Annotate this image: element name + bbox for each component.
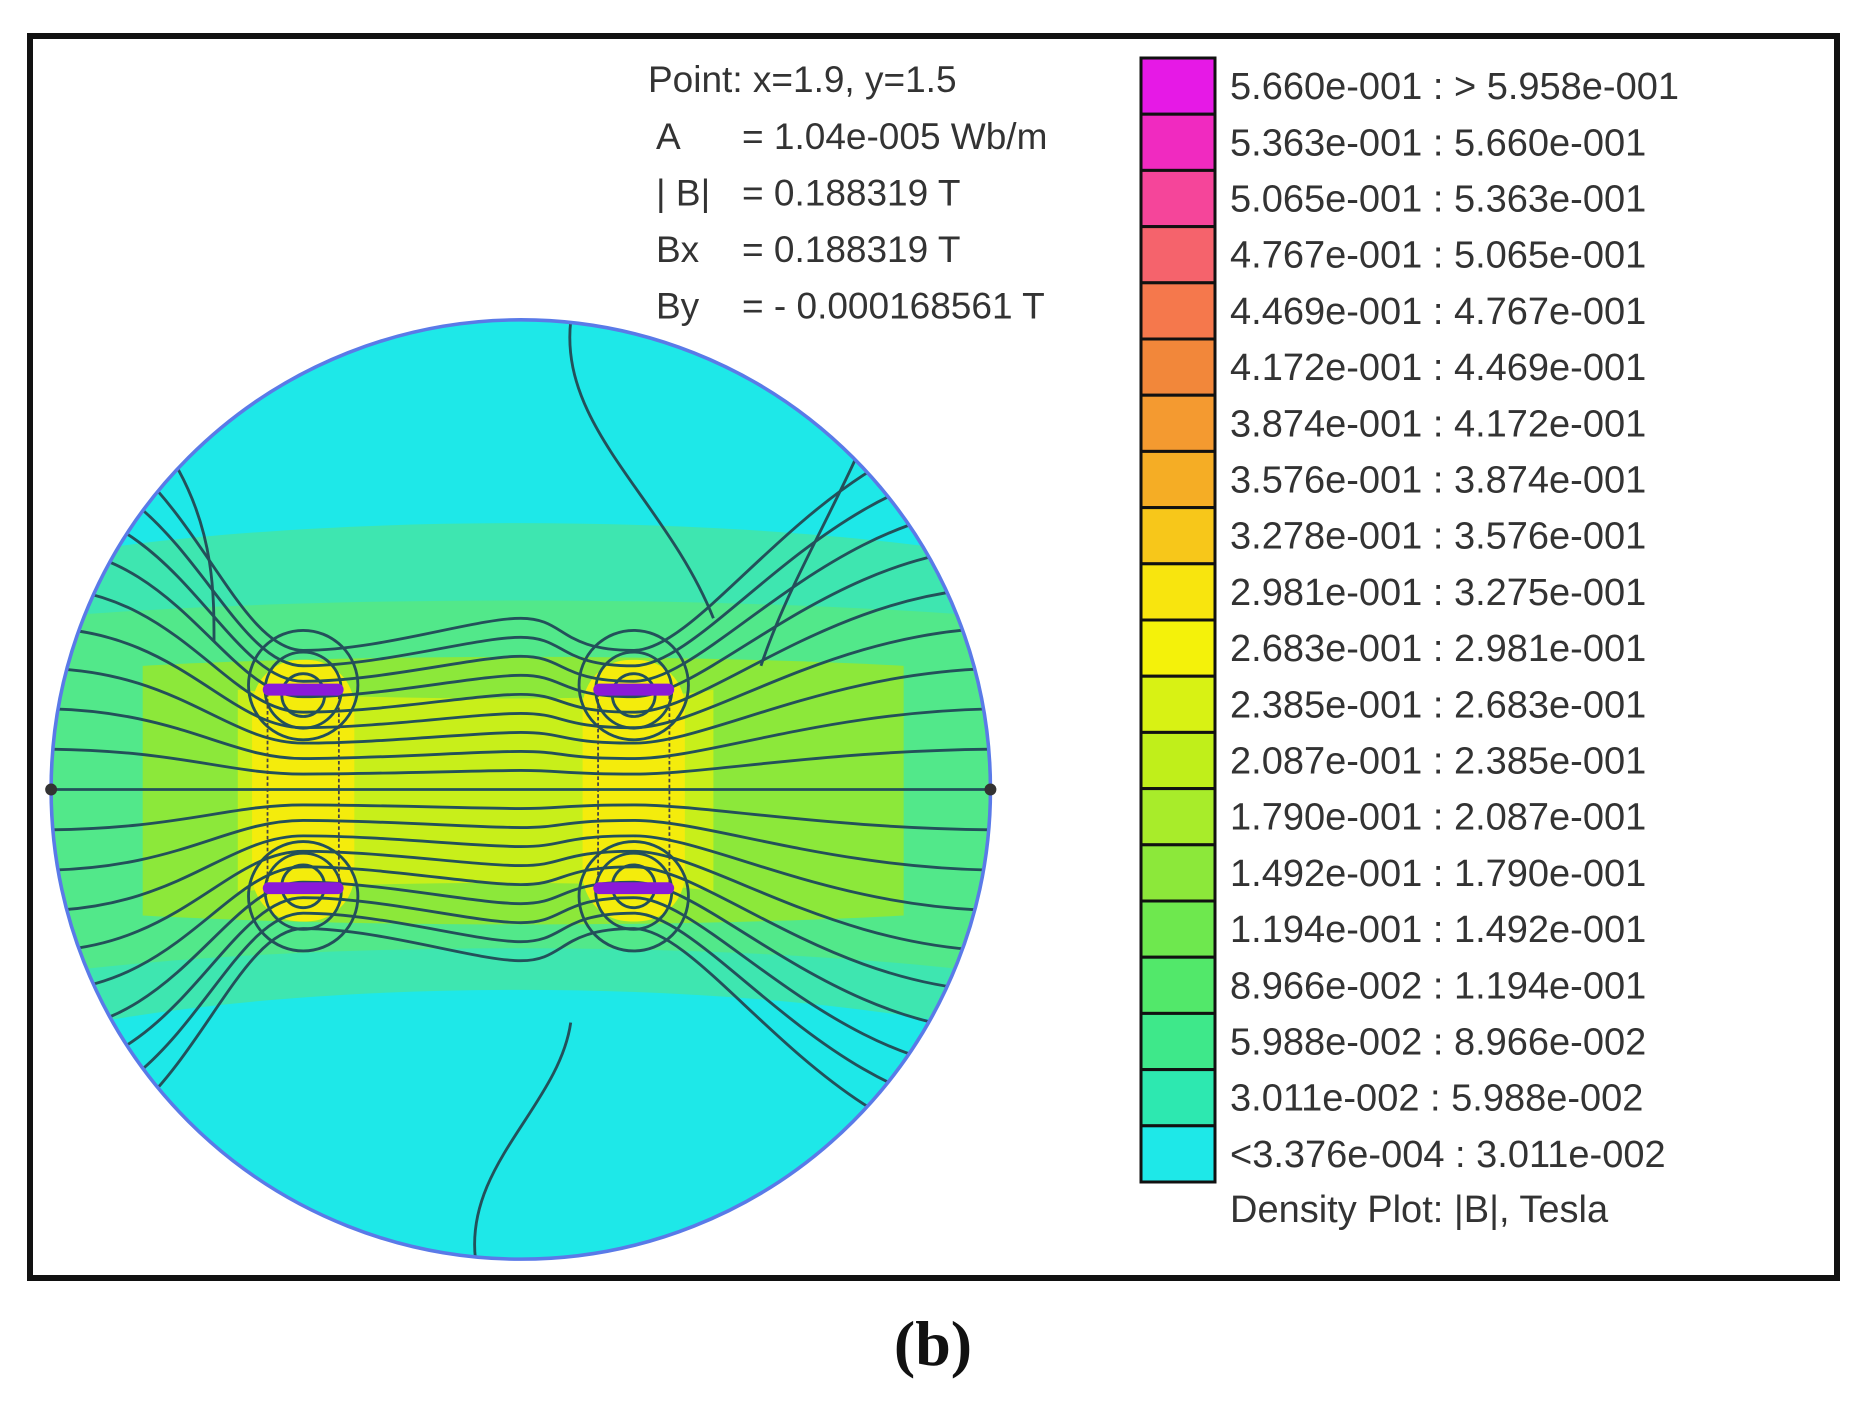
legend-label: 8.966e-002 : 1.194e-001: [1230, 965, 1646, 1007]
legend-label: 2.981e-001 : 3.275e-001: [1230, 572, 1646, 614]
info-value: = 0.188319 T: [742, 173, 960, 214]
contour-line: [51, 626, 991, 730]
legend-swatch: [1139, 618, 1217, 678]
legend-swatch: [1139, 168, 1217, 229]
contour-line: [51, 585, 991, 714]
contour-loop: [577, 840, 690, 953]
legend-swatch: [1139, 506, 1217, 566]
contour-loop: [577, 628, 690, 742]
contour-line: [51, 545, 991, 699]
legend-label: 1.790e-001 : 2.087e-001: [1230, 797, 1646, 839]
legend-swatch: [1139, 449, 1217, 510]
contour-line: [51, 747, 991, 776]
legend-label: 5.988e-002 : 8.966e-002: [1230, 1022, 1646, 1064]
legend-swatch: [1139, 393, 1217, 453]
magnet-pole: [262, 683, 344, 696]
contour-line: [51, 849, 991, 953]
legend-label: <3.376e-004 : 3.011e-002: [1230, 1134, 1666, 1176]
contour-loop: [247, 840, 360, 953]
info-label: By: [656, 286, 700, 327]
legend-swatch: [1139, 955, 1217, 1015]
legend-label: 2.385e-001 : 2.683e-001: [1230, 684, 1646, 726]
field-plot: [45, 318, 997, 1261]
legend-swatch: [1139, 1068, 1217, 1128]
contour-line: [51, 896, 991, 1074]
info-label: Bx: [656, 229, 700, 270]
contour-line: [51, 505, 991, 683]
magnet-pole: [262, 882, 344, 895]
legend-label: 5.660e-001 : > 5.958e-001: [1230, 66, 1679, 108]
contour-loop: [247, 628, 360, 742]
legend-swatch: [1139, 112, 1217, 172]
legend-swatch: [1139, 337, 1217, 397]
legend-swatch: [1139, 562, 1217, 622]
legend-swatch: [1139, 1011, 1217, 1072]
contour-line: [51, 880, 991, 1034]
legend-swatch: [1139, 899, 1217, 959]
contour-line: [51, 707, 991, 761]
legend-label: 2.087e-001 : 2.385e-001: [1230, 741, 1646, 783]
info-value: = 0.188319 T: [742, 229, 960, 270]
caption: (b): [894, 1308, 972, 1379]
contour-line: [177, 320, 858, 1260]
contour-line: [51, 666, 991, 745]
contour-line: [51, 803, 991, 832]
magnet-pole: [593, 882, 675, 895]
contour-line: [51, 927, 991, 1155]
legend-swatch: [1139, 787, 1217, 847]
info-value: = - 0.000168561 T: [742, 286, 1045, 327]
legend-title: Density Plot: |B|, Tesla: [1230, 1189, 1609, 1231]
legend-swatch: [1139, 1124, 1217, 1184]
legend-label: 3.874e-001 : 4.172e-001: [1230, 403, 1646, 445]
legend-label: 1.194e-001 : 1.492e-001: [1230, 909, 1646, 951]
legend-label: 4.767e-001 : 5.065e-001: [1230, 235, 1646, 277]
legend-label: 5.065e-001 : 5.363e-001: [1230, 179, 1646, 221]
legend-swatch: [1139, 225, 1217, 285]
legend-swatch: [1139, 843, 1217, 903]
contour-line: [51, 818, 991, 872]
point-title: Point: x=1.9, y=1.5: [648, 59, 957, 100]
info-label: | B|: [656, 173, 710, 214]
legend-label: 3.011e-002 : 5.988e-002: [1230, 1078, 1643, 1120]
legend-swatch: [1139, 281, 1217, 341]
legend-label: 3.576e-001 : 3.874e-001: [1230, 460, 1646, 502]
info-value: = 1.04e-005 Wb/m: [742, 116, 1047, 157]
legend-swatch: [1139, 674, 1217, 734]
legend-label: 2.683e-001 : 2.981e-001: [1230, 628, 1646, 670]
contour-line: [51, 865, 991, 994]
info-label: A: [656, 116, 681, 157]
contour-line: [51, 834, 991, 913]
legend-swatch: [1139, 730, 1217, 791]
contour-line: [51, 911, 991, 1115]
legend-label: 4.172e-001 : 4.469e-001: [1230, 347, 1646, 389]
legend-label: 4.469e-001 : 4.767e-001: [1230, 291, 1646, 333]
legend-label: 5.363e-001 : 5.660e-001: [1230, 122, 1646, 164]
legend-label: 3.278e-001 : 3.576e-001: [1230, 516, 1646, 558]
legend-swatch: [1139, 56, 1217, 116]
magnet-pole: [593, 683, 675, 696]
legend-label: 1.492e-001 : 1.790e-001: [1230, 853, 1646, 895]
